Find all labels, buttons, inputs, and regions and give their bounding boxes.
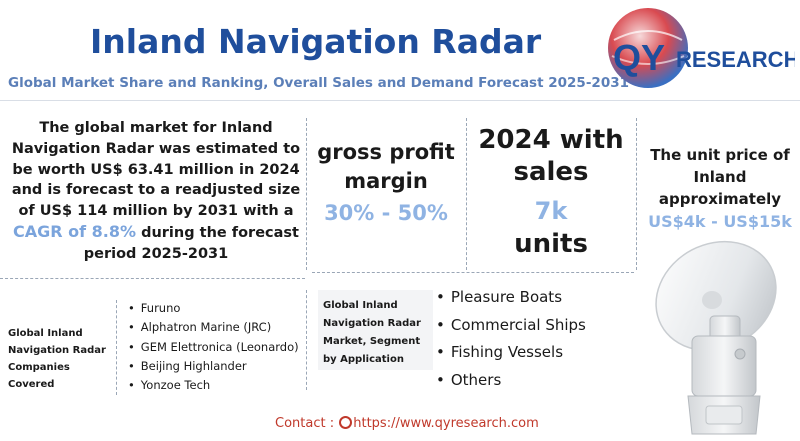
applications-list: Pleasure Boats Commercial Ships Fishing … (436, 284, 586, 394)
qyresearch-logo: QY RESEARCH (608, 8, 795, 88)
header-divider (0, 100, 800, 101)
market-summary: The global market for Inland Navigation … (11, 120, 301, 262)
applications-label: Global Inland Navigation Radar Market, S… (323, 300, 421, 365)
logo-qy: QY (613, 37, 665, 78)
cagr-highlight: CAGR of 8.8% (12, 221, 137, 241)
list-item: Alphatron Marine (JRC) (128, 318, 299, 337)
list-item: Others (436, 367, 586, 395)
divider (0, 278, 305, 279)
price-label: The unit price of Inland approximately (650, 146, 790, 208)
list-item: Pleasure Boats (436, 284, 586, 312)
radar-product-image (655, 240, 777, 435)
list-item: Yonzoe Tech (128, 376, 299, 395)
divider (116, 300, 117, 395)
divider (306, 118, 307, 270)
logo-research: RESEARCH (676, 47, 795, 72)
globe-icon (339, 416, 353, 429)
divider (312, 272, 634, 273)
list-item: Fishing Vessels (436, 339, 586, 367)
sales-label: 2024 with sales (478, 125, 624, 187)
page-title: Inland Navigation Radar (90, 22, 542, 61)
sales-value: 7k (534, 197, 568, 225)
companies-label: Global Inland Navigation Radar Companies… (8, 328, 106, 390)
divider (466, 118, 467, 270)
contact-link[interactable]: https://www.qyresearch.com (353, 416, 539, 431)
application-label-box (318, 290, 433, 370)
divider (636, 118, 637, 270)
contact-label: Contact : (275, 416, 335, 431)
gross-margin-label: gross profit margin (317, 140, 455, 193)
list-item: Beijing Highlander (128, 357, 299, 376)
list-item: GEM Elettronica (Leonardo) (128, 338, 299, 357)
gross-margin-value: 30% - 50% (324, 201, 448, 225)
contact-line: Contact : https://www.qyresearch.com (275, 416, 539, 431)
companies-list: Furuno Alphatron Marine (JRC) GEM Elettr… (128, 299, 299, 395)
page-subtitle: Global Market Share and Ranking, Overall… (8, 75, 629, 91)
divider (306, 290, 307, 390)
list-item: Commercial Ships (436, 312, 586, 340)
price-value: US$4k - US$15k (648, 212, 792, 231)
list-item: Furuno (128, 299, 299, 318)
sales-unit: units (514, 229, 588, 259)
